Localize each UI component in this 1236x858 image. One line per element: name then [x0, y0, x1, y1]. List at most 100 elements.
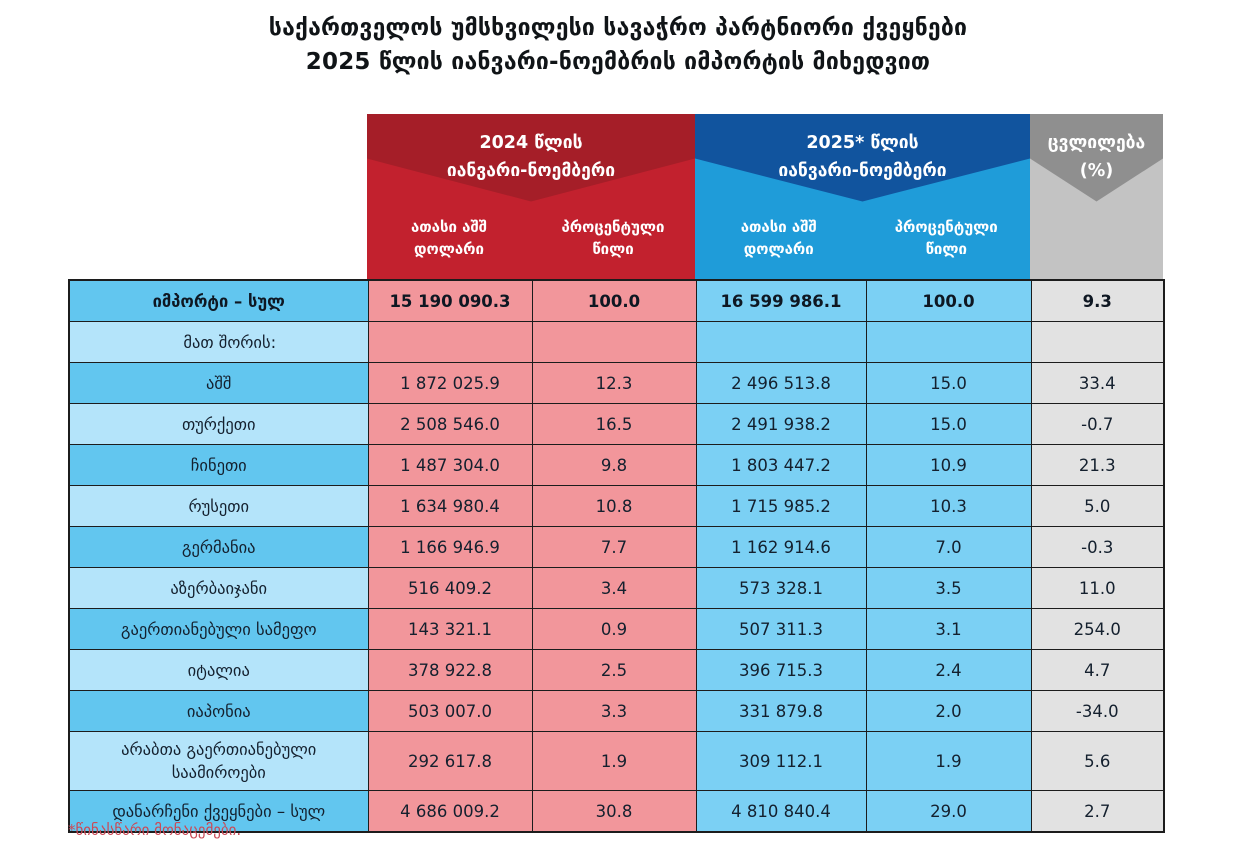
cell-2024-share: 2.5	[531, 649, 697, 691]
cell-2024-usd: 1 487 304.0	[367, 444, 533, 486]
cell-2025-share: 29.0	[865, 790, 1032, 833]
header-2025-year: 2025* წლის	[806, 133, 919, 153]
cell-2024-share: 9.8	[531, 444, 697, 486]
row-label: იტალია	[68, 649, 369, 691]
table-row-import-total: იმპორტი – სულ 15 190 090.3 100.0 16 599 …	[68, 279, 1165, 322]
cell-change: -0.7	[1030, 403, 1165, 445]
cell-change: 254.0	[1030, 608, 1165, 650]
cell-2025-usd: 507 311.3	[695, 608, 867, 650]
table-row-usa: აშშ 1 872 025.9 12.3 2 496 513.8 15.0 33…	[68, 362, 1165, 404]
cell-2025-share: 15.0	[865, 362, 1032, 404]
cell-change: 11.0	[1030, 567, 1165, 609]
cell-2025-usd: 1 162 914.6	[695, 526, 867, 568]
table-row-including: მათ შორის:	[68, 321, 1165, 363]
header-2024-share-label: პროცენტული წილი	[561, 218, 665, 258]
row-label: რუსეთი	[68, 485, 369, 527]
cell-2024-usd: 378 922.8	[367, 649, 533, 691]
header-change-label: ცვლილება (%)	[1030, 129, 1163, 185]
cell-change: 5.0	[1030, 485, 1165, 527]
cell-2024-share: 7.7	[531, 526, 697, 568]
header-2024-months: იანვარი-ნოემბერი	[446, 161, 616, 181]
row-label: იმპორტი – სულ	[68, 279, 369, 322]
cell-2024-share: 10.8	[531, 485, 697, 527]
row-label: აშშ	[68, 362, 369, 404]
cell-2025-usd: 396 715.3	[695, 649, 867, 691]
table-row-italy: იტალია 378 922.8 2.5 396 715.3 2.4 4.7	[68, 649, 1165, 691]
row-label: გაერთიანებული სამეფო	[68, 608, 369, 650]
header-change-word: ცვლილება	[1047, 133, 1146, 153]
table-row-azerbaijan: აზერბაიჯანი 516 409.2 3.4 573 328.1 3.5 …	[68, 567, 1165, 609]
header-2024-banner: 2024 წლის იანვარი-ნოემბერი ათასი აშშ დოლ…	[367, 114, 695, 279]
header-change-percent-sign: (%)	[1079, 161, 1114, 181]
cell-2024-usd: 1 872 025.9	[367, 362, 533, 404]
cell-change: 5.6	[1030, 731, 1165, 791]
page-title-line2: 2025 წლის იანვარი-ნოემბრის იმპორტის მიხე…	[305, 49, 931, 75]
cell-2024-usd: 1 634 980.4	[367, 485, 533, 527]
cell-2025-share: 100.0	[865, 279, 1032, 322]
table-row-china: ჩინეთი 1 487 304.0 9.8 1 803 447.2 10.9 …	[68, 444, 1165, 486]
cell-2024-usd: 15 190 090.3	[367, 279, 533, 322]
cell-2025-usd: 2 491 938.2	[695, 403, 867, 445]
cell-2025-share: 2.4	[865, 649, 1032, 691]
data-table: იმპორტი – სულ 15 190 090.3 100.0 16 599 …	[68, 279, 1165, 833]
cell-2025-usd: 309 112.1	[695, 731, 867, 791]
cell-2025-usd: 1 715 985.2	[695, 485, 867, 527]
table-header: 2024 წლის იანვარი-ნოემბერი ათასი აშშ დოლ…	[68, 114, 1163, 279]
cell-change: 9.3	[1030, 279, 1165, 322]
cell-2024-share: 3.4	[531, 567, 697, 609]
page-title: საქართველოს უმსხვილესი სავაჭრო პარტნიორი…	[0, 11, 1236, 79]
cell-2024-share: 3.3	[531, 690, 697, 732]
row-label: გერმანია	[68, 526, 369, 568]
header-2025-subcolumns: ათასი აშშ დოლარი პროცენტული წილი	[695, 216, 1030, 260]
table-row-rest-of-countries: დანარჩენი ქვეყნები – სულ 4 686 009.2 30.…	[68, 790, 1165, 833]
table-row-turkey: თურქეთი 2 508 546.0 16.5 2 491 938.2 15.…	[68, 403, 1165, 445]
cell-2024-share: 1.9	[531, 731, 697, 791]
cell-2025-usd: 331 879.8	[695, 690, 867, 732]
cell-2025-usd: 573 328.1	[695, 567, 867, 609]
cell-2024-usd: 2 508 546.0	[367, 403, 533, 445]
row-label: ჩინეთი	[68, 444, 369, 486]
cell-2025-share: 15.0	[865, 403, 1032, 445]
cell-change: 21.3	[1030, 444, 1165, 486]
cell-2025-share	[865, 321, 1032, 363]
cell-2025-share: 3.5	[865, 567, 1032, 609]
page-title-line1: საქართველოს უმსხვილესი სავაჭრო პარტნიორი…	[268, 15, 968, 41]
row-label: იაპონია	[68, 690, 369, 732]
table-row-uae: არაბთა გაერთიანებული საამიროები 292 617.…	[68, 731, 1165, 791]
cell-2024-share: 12.3	[531, 362, 697, 404]
cell-2025-usd: 2 496 513.8	[695, 362, 867, 404]
cell-2025-usd: 16 599 986.1	[695, 279, 867, 322]
header-2025-banner: 2025* წლის იანვარი-ნოემბერი ათასი აშშ დო…	[695, 114, 1030, 279]
cell-change: 2.7	[1030, 790, 1165, 833]
cell-2024-share: 30.8	[531, 790, 697, 833]
header-2024-year: 2024 წლის	[479, 133, 583, 153]
cell-2025-share: 10.9	[865, 444, 1032, 486]
row-label: აზერბაიჯანი	[68, 567, 369, 609]
cell-2024-usd: 1 166 946.9	[367, 526, 533, 568]
cell-2024-usd: 503 007.0	[367, 690, 533, 732]
cell-2025-usd: 4 810 840.4	[695, 790, 867, 833]
row-label: მათ შორის:	[68, 321, 369, 363]
cell-2025-share: 1.9	[865, 731, 1032, 791]
table-row-germany: გერმანია 1 166 946.9 7.7 1 162 914.6 7.0…	[68, 526, 1165, 568]
cell-2025-usd	[695, 321, 867, 363]
cell-2024-usd: 143 321.1	[367, 608, 533, 650]
header-change-banner: ცვლილება (%)	[1030, 114, 1163, 279]
header-2024-period: 2024 წლის იანვარი-ნოემბერი	[367, 129, 695, 185]
cell-2025-share: 7.0	[865, 526, 1032, 568]
cell-2025-usd: 1 803 447.2	[695, 444, 867, 486]
cell-change: -34.0	[1030, 690, 1165, 732]
table-row-united-kingdom: გაერთიანებული სამეფო 143 321.1 0.9 507 3…	[68, 608, 1165, 650]
cell-change: -0.3	[1030, 526, 1165, 568]
header-2024-subcolumns: ათასი აშშ დოლარი პროცენტული წილი	[367, 216, 695, 260]
trade-table: 2024 წლის იანვარი-ნოემბერი ათასი აშშ დოლ…	[68, 114, 1165, 833]
cell-2024-usd	[367, 321, 533, 363]
header-2025-months: იანვარი-ნოემბერი	[778, 161, 947, 181]
cell-2024-share	[531, 321, 697, 363]
table-row-japan: იაპონია 503 007.0 3.3 331 879.8 2.0 -34.…	[68, 690, 1165, 732]
header-2024-usd-label: ათასი აშშ დოლარი	[410, 218, 488, 258]
cell-change: 33.4	[1030, 362, 1165, 404]
row-label: თურქეთი	[68, 403, 369, 445]
cell-2025-share: 10.3	[865, 485, 1032, 527]
cell-2025-share: 3.1	[865, 608, 1032, 650]
